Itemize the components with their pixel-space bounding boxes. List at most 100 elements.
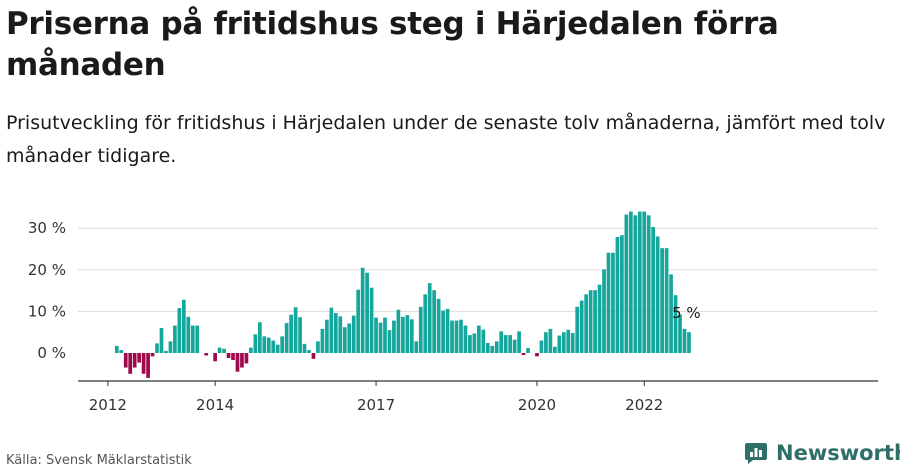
bar xyxy=(441,310,445,353)
bar xyxy=(423,294,428,353)
bar xyxy=(150,353,155,357)
bar xyxy=(468,335,472,353)
bar xyxy=(289,314,293,353)
bar xyxy=(320,328,325,353)
bar xyxy=(114,345,119,353)
chart-subtitle: Prisutveckling för fritidshus i Härjedal… xyxy=(6,112,886,167)
bar xyxy=(615,236,620,353)
chart-title: Priserna på fritidshus steg i Härjedalen… xyxy=(6,6,779,83)
bar xyxy=(226,353,231,358)
bar xyxy=(204,353,209,356)
bar xyxy=(253,334,258,353)
bar xyxy=(240,353,244,368)
bar xyxy=(611,252,615,353)
bar xyxy=(503,335,508,353)
x-tick-label: 2012 xyxy=(89,396,127,414)
bar xyxy=(392,320,396,353)
bar xyxy=(593,290,597,353)
bar xyxy=(378,322,383,353)
bar xyxy=(137,353,141,363)
bar xyxy=(499,331,504,353)
bar xyxy=(123,353,128,368)
y-tick-label: 10 % xyxy=(28,302,66,320)
bar xyxy=(526,348,530,353)
bar xyxy=(365,272,369,353)
bar xyxy=(584,294,588,353)
bar xyxy=(418,306,423,353)
bar xyxy=(235,353,240,372)
bar xyxy=(637,211,642,353)
y-tick-label: 0 % xyxy=(37,344,66,362)
bar xyxy=(181,299,186,353)
bar xyxy=(481,329,486,353)
bar xyxy=(454,320,459,353)
bar xyxy=(298,317,302,353)
bar xyxy=(633,215,638,353)
y-tick-label: 20 % xyxy=(28,261,66,279)
bar xyxy=(244,353,249,364)
bar xyxy=(132,353,137,368)
bar xyxy=(521,353,526,356)
bar xyxy=(606,252,611,353)
bar xyxy=(338,316,343,353)
bar xyxy=(119,350,124,353)
bar xyxy=(409,319,414,353)
bar xyxy=(624,214,629,353)
bar xyxy=(257,322,262,353)
bar xyxy=(195,325,200,353)
bar xyxy=(517,331,521,353)
bar xyxy=(485,343,490,353)
bar xyxy=(535,353,539,357)
bar xyxy=(213,353,217,362)
x-tick-label: 2017 xyxy=(357,396,395,414)
bar xyxy=(602,269,606,353)
bar xyxy=(128,353,133,374)
bar xyxy=(450,320,454,353)
bar xyxy=(231,353,235,361)
bar xyxy=(186,316,191,353)
bar xyxy=(405,315,410,353)
bar xyxy=(459,319,463,353)
bar xyxy=(490,345,495,353)
bar xyxy=(445,308,450,353)
bar xyxy=(266,337,271,353)
bar xyxy=(436,298,441,353)
bar xyxy=(620,235,624,353)
bar xyxy=(293,307,298,353)
bar xyxy=(369,287,374,353)
bar xyxy=(553,346,557,353)
bar xyxy=(512,339,517,353)
bar xyxy=(664,248,669,353)
bar xyxy=(432,290,437,353)
bar xyxy=(280,336,285,353)
bar xyxy=(360,267,365,353)
y-tick-label: 30 % xyxy=(28,219,66,237)
bar xyxy=(168,341,173,353)
bar xyxy=(146,353,150,378)
source-note: Källa: Svensk Mäklarstatistik xyxy=(6,453,192,468)
bar xyxy=(575,306,580,353)
bar xyxy=(414,341,419,353)
bar xyxy=(325,319,329,353)
x-tick-label: 2020 xyxy=(518,396,556,414)
bar xyxy=(642,211,647,353)
last-value-label: 5 % xyxy=(672,304,701,322)
bar xyxy=(311,353,316,359)
bar xyxy=(660,248,664,353)
bar xyxy=(190,325,195,353)
bar xyxy=(396,309,401,353)
bar xyxy=(217,347,222,353)
bar xyxy=(472,333,477,353)
bar xyxy=(566,329,571,353)
bar xyxy=(173,325,177,353)
bar xyxy=(477,325,481,353)
bar xyxy=(678,314,682,353)
bar xyxy=(356,289,361,353)
bar xyxy=(494,341,499,353)
bar xyxy=(628,211,633,353)
bar xyxy=(347,323,352,353)
bar xyxy=(159,328,164,353)
bar xyxy=(544,332,548,353)
bar xyxy=(329,307,334,353)
